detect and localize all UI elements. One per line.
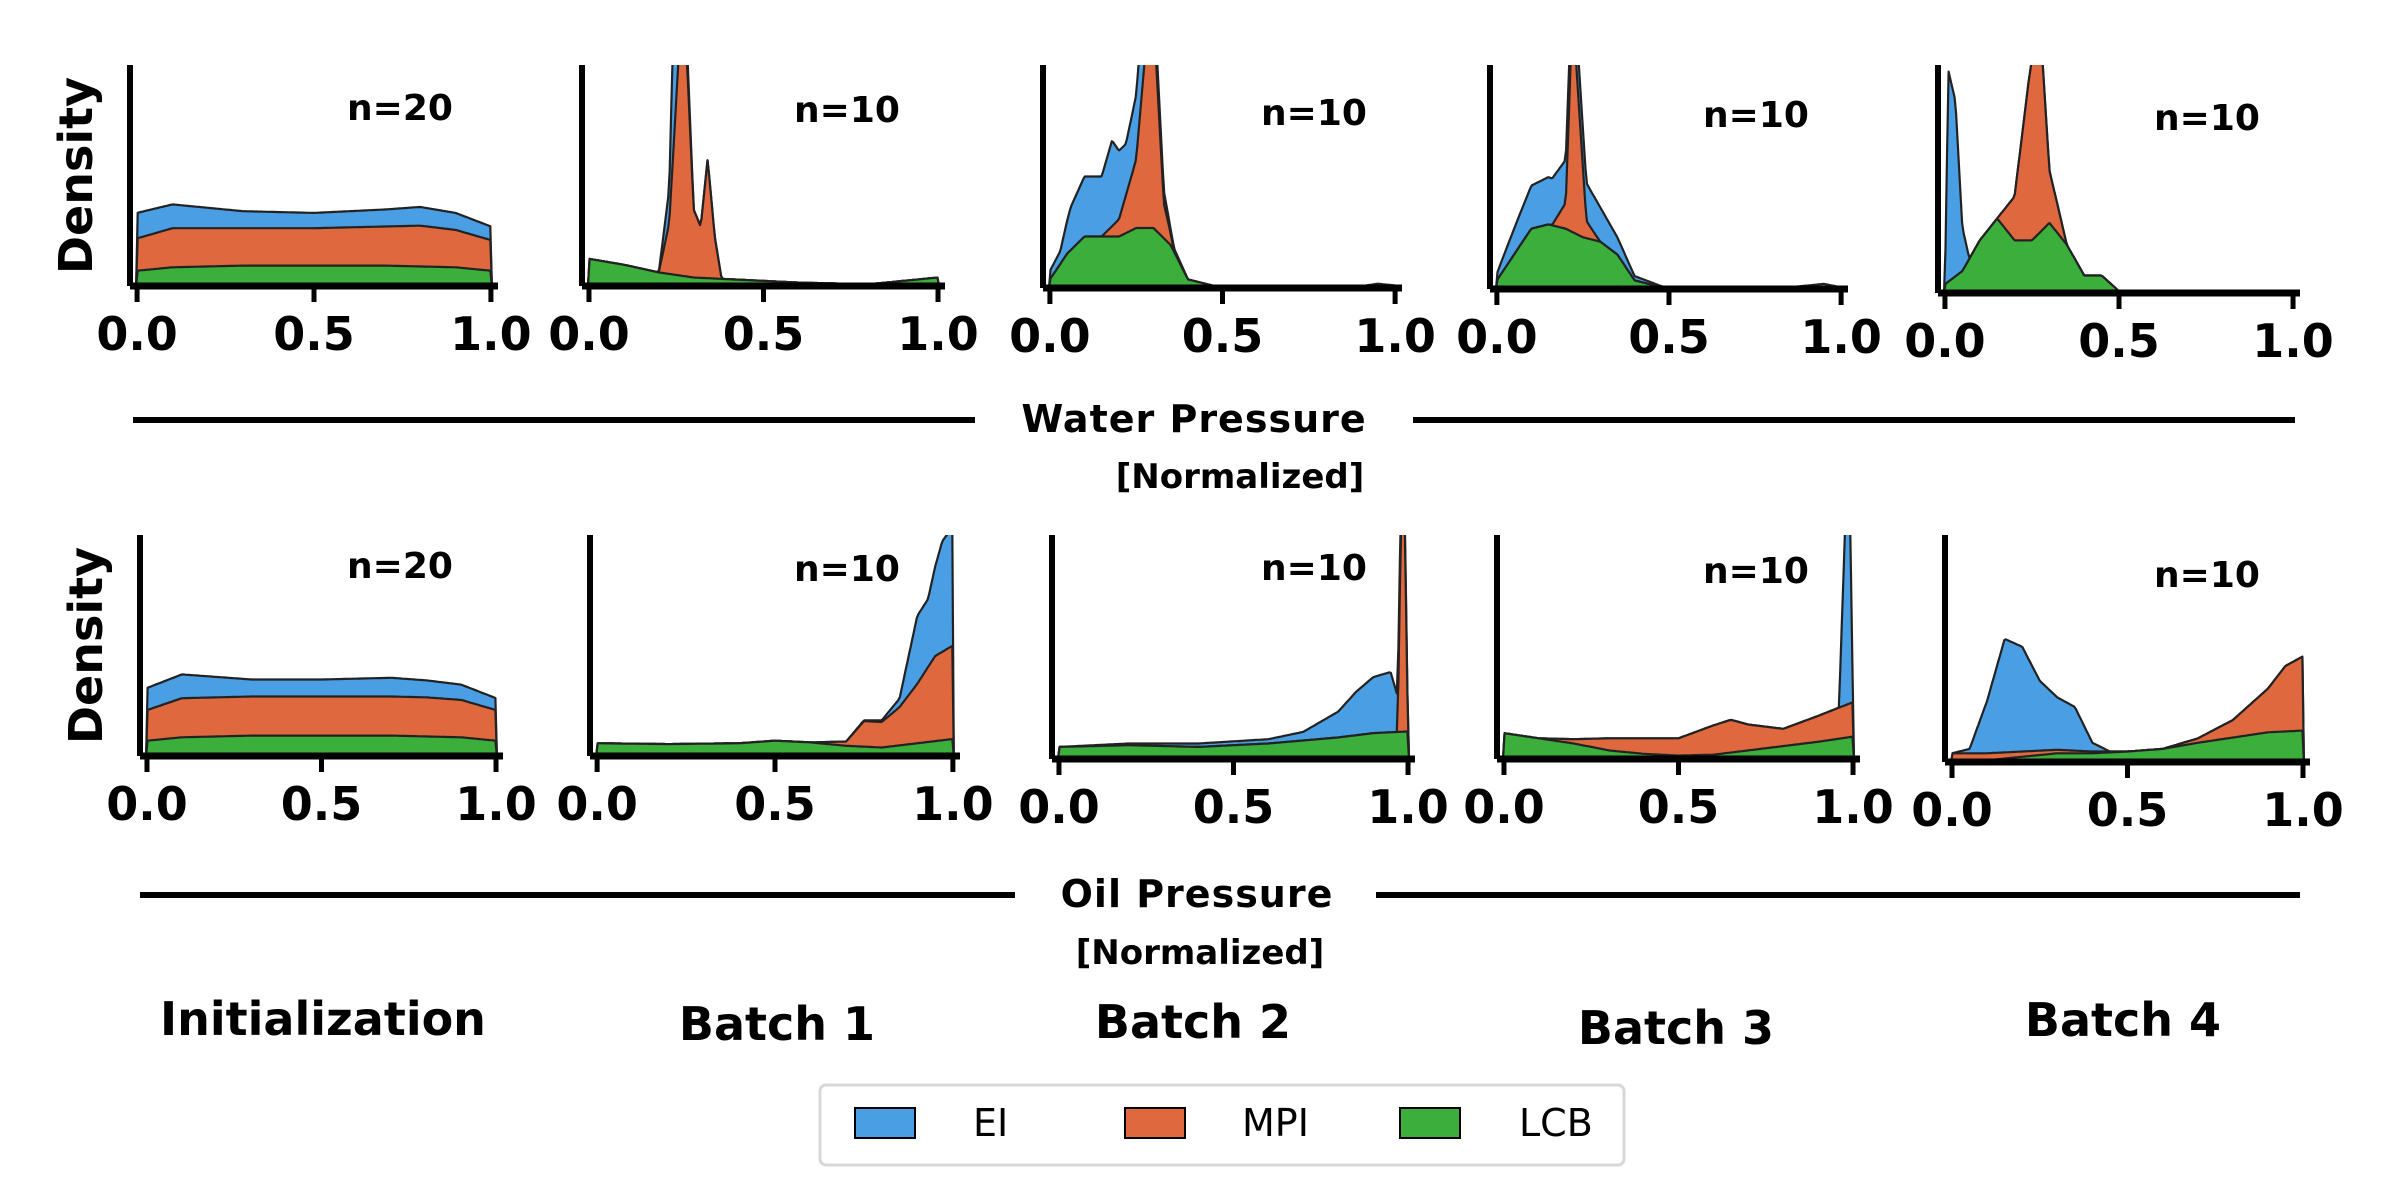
x-tick-label: 1.0 <box>1367 780 1449 834</box>
batch-titles: Initialization Batch 1 Batch 2 Batch 3 B… <box>160 992 2221 1055</box>
series-areas <box>1052 535 1415 761</box>
sample-count: n=20 <box>347 88 453 129</box>
legend-swatch-lcb <box>1399 1107 1461 1139</box>
x-tick-label: 0.0 <box>548 307 630 361</box>
area-lcb <box>1052 730 1415 761</box>
x-tick-label: 0.0 <box>96 307 178 361</box>
series-areas <box>130 203 498 288</box>
panel-r1-p2: 0.0 0.5 1.0 n=10 <box>1018 535 1449 834</box>
x-tick-label: 0.5 <box>2087 783 2169 837</box>
sample-count: n=10 <box>1703 95 1809 136</box>
oil-xlabel: Oil Pressure <box>1061 872 1334 916</box>
y-axis-label: Density <box>59 547 113 744</box>
sample-count: n=10 <box>1703 551 1809 592</box>
area-lcb <box>1945 729 2310 764</box>
x-tick-label: 0.0 <box>1018 780 1100 834</box>
x-tick-label: 0.0 <box>1911 783 1993 837</box>
y-axis-label: Density <box>49 77 103 274</box>
x-tick-label: 1.0 <box>455 777 537 831</box>
x-tick-label: 0.5 <box>273 307 355 361</box>
sample-count: n=10 <box>2154 555 2260 596</box>
x-tick-label: 1.0 <box>1800 310 1882 364</box>
series-areas <box>582 65 945 288</box>
x-tick-label: 0.0 <box>1009 309 1091 363</box>
area-lcb <box>582 257 945 288</box>
area-lcb <box>1043 226 1402 290</box>
x-tick-label: 1.0 <box>1354 309 1436 363</box>
x-tick-label: 1.0 <box>2262 783 2344 837</box>
series-areas <box>1497 535 1860 761</box>
row-water-pressure: Water Pressure [Normalized] <box>133 397 2295 497</box>
area-ei <box>1052 535 1415 761</box>
sample-count: n=10 <box>2154 98 2260 139</box>
panel-r1-p0: 0.0 0.5 1.0 n=20 Density <box>59 535 537 831</box>
area-ei <box>1497 535 1860 761</box>
x-tick-label: 0.5 <box>1628 310 1710 364</box>
x-tick-label: 0.5 <box>2078 314 2160 368</box>
x-tick-label: 0.5 <box>1182 309 1264 363</box>
row-oil-pressure: Oil Pressure [Normalized] <box>140 872 2300 973</box>
area-mpi <box>590 644 960 758</box>
x-tick-label: 0.0 <box>106 777 188 831</box>
series-areas <box>590 535 960 758</box>
series-areas <box>1938 65 2300 295</box>
sample-count: n=10 <box>1261 93 1367 134</box>
panel-r1-p4: 0.0 0.5 1.0 n=10 <box>1911 535 2344 837</box>
batch-title-batch-4: Batch 4 <box>2025 993 2221 1047</box>
x-tick-label: 1.0 <box>2252 314 2334 368</box>
legend-label-lcb: LCB <box>1519 1101 1593 1145</box>
oil-xlabel-sub: [Normalized] <box>1076 933 1325 973</box>
area-lcb <box>590 738 960 758</box>
sample-count: n=10 <box>794 549 900 590</box>
batch-title-initialization: Initialization <box>160 992 486 1046</box>
area-lcb <box>1938 217 2300 295</box>
series-areas <box>140 673 503 758</box>
x-tick-label: 0.5 <box>723 307 805 361</box>
batch-title-batch-2: Batch 2 <box>1095 995 1291 1049</box>
panel-r0-p2: 0.0 0.5 1.0 n=10 <box>1009 65 1436 363</box>
area-lcb <box>1490 223 1848 291</box>
water-xlabel-sub: [Normalized] <box>1116 457 1365 497</box>
area-mpi <box>1497 701 1860 761</box>
x-tick-label: 1.0 <box>450 307 532 361</box>
panel-r0-p1: 0.0 0.5 1.0 n=10 <box>548 65 979 361</box>
legend-label-mpi: MPI <box>1242 1101 1309 1145</box>
panel-r0-p4: 0.0 0.5 1.0 n=10 <box>1904 65 2334 368</box>
water-xlabel: Water Pressure <box>1021 397 1366 441</box>
x-tick-label: 0.5 <box>734 777 816 831</box>
legend-swatch-mpi <box>1124 1107 1186 1139</box>
series-areas <box>1043 65 1402 290</box>
x-tick-label: 0.5 <box>281 777 363 831</box>
panel-r1-p1: 0.0 0.5 1.0 n=10 <box>556 535 994 831</box>
legend-frame <box>818 1083 1626 1167</box>
x-tick-label: 0.0 <box>1456 310 1538 364</box>
area-lcb <box>140 734 503 758</box>
area-ei <box>582 65 945 288</box>
x-tick-label: 1.0 <box>1812 780 1894 834</box>
sample-count: n=10 <box>794 90 900 131</box>
area-lcb <box>130 264 498 288</box>
x-tick-label: 1.0 <box>912 777 994 831</box>
panel-r1-p3: 0.0 0.5 1.0 n=10 <box>1463 535 1894 834</box>
legend-swatch-ei <box>854 1107 916 1139</box>
panel-r0-p0: 0.0 0.5 1.0 n=20 Density <box>49 65 532 361</box>
sample-count: n=20 <box>347 546 453 587</box>
series-areas <box>1490 65 1848 291</box>
batch-title-batch-3: Batch 3 <box>1578 1001 1774 1055</box>
x-tick-label: 1.0 <box>897 307 979 361</box>
legend: EI MPI LCB <box>818 1083 1626 1167</box>
x-tick-label: 0.0 <box>1463 780 1545 834</box>
x-tick-label: 0.0 <box>1904 314 1986 368</box>
sample-count: n=10 <box>1261 548 1367 589</box>
legend-label-ei: EI <box>973 1101 1008 1145</box>
x-tick-label: 0.5 <box>1638 780 1720 834</box>
panels: 0.0 0.5 1.0 n=20 Density 0.0 0.5 1.0 n=10 0.0 0.5 1… <box>49 65 2344 837</box>
x-tick-label: 0.5 <box>1193 780 1275 834</box>
x-tick-label: 0.0 <box>556 777 638 831</box>
area-mpi <box>582 65 945 288</box>
batch-title-batch-1: Batch 1 <box>679 997 875 1051</box>
panel-r0-p3: 0.0 0.5 1.0 n=10 <box>1456 65 1882 364</box>
series-areas <box>1945 638 2310 764</box>
